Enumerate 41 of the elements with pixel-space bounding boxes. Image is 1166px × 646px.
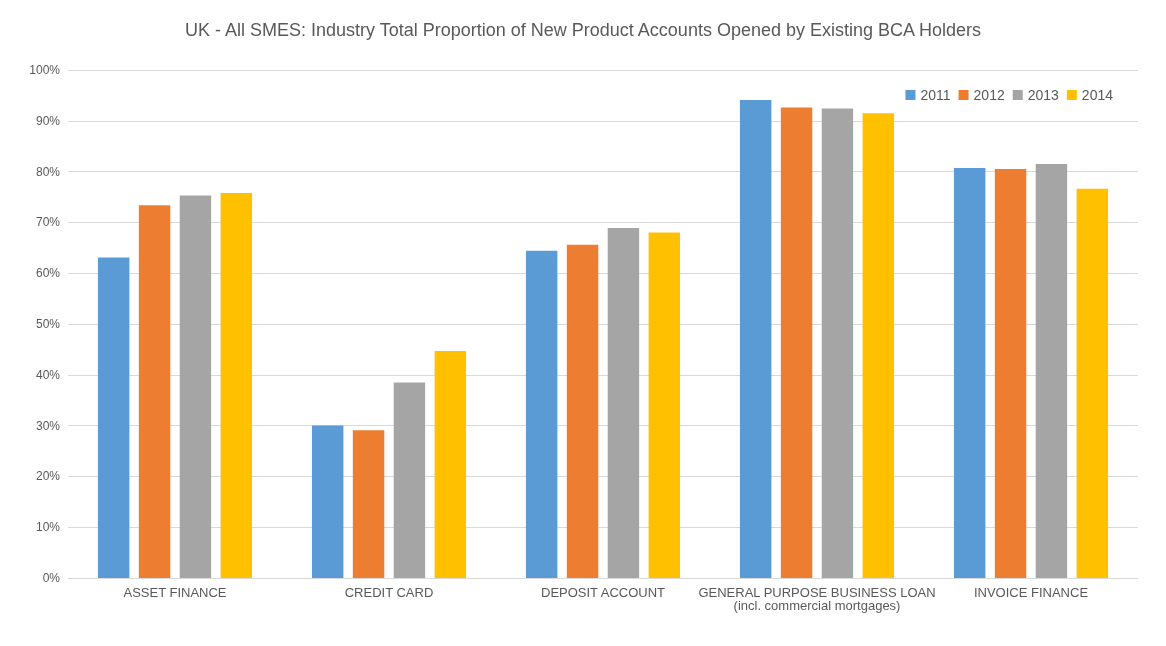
bar [138, 205, 171, 578]
bar [739, 99, 772, 578]
bar [953, 168, 986, 578]
bar [97, 257, 130, 578]
bar [821, 108, 854, 578]
y-tick-label: 40% [35, 367, 61, 382]
bar [566, 244, 599, 578]
y-tick-label: 90% [35, 113, 61, 128]
legend-label: 2012 [973, 87, 1005, 103]
x-tick-label: INVOICE FINANCE [973, 585, 1089, 600]
legend-label: 2011 [920, 87, 951, 103]
bar [434, 350, 467, 578]
y-tick-label: 80% [35, 164, 61, 179]
y-tick-label: 70% [35, 215, 61, 230]
bar [862, 113, 895, 578]
bar [780, 107, 813, 578]
y-tick-label: 0% [42, 571, 61, 585]
bar [1035, 163, 1068, 578]
bar [994, 169, 1027, 578]
legend-label: 2014 [1081, 87, 1114, 103]
chart-title: UK - All SMES: Industry Total Proportion of New Product Accounts Opened by Existing BCA Holders [184, 20, 982, 40]
x-tick-label: CREDIT CARD [344, 585, 434, 600]
y-tick-label: 60% [35, 266, 61, 281]
bar [179, 195, 212, 578]
legend-label: 2013 [1027, 87, 1060, 103]
y-tick-label: 30% [35, 418, 61, 433]
x-tick-label: ASSET FINANCE [123, 585, 227, 600]
bar [525, 250, 558, 578]
bar [311, 425, 344, 578]
y-tick-label: 20% [35, 469, 61, 484]
bar [607, 227, 640, 578]
bar [352, 430, 385, 578]
bar [393, 382, 426, 578]
y-tick-label: 10% [35, 520, 61, 535]
y-tick-label: 50% [35, 317, 61, 331]
y-tick-label: 100% [29, 63, 61, 77]
x-tick-label: DEPOSIT ACCOUNT [540, 585, 666, 600]
bar [1076, 188, 1109, 578]
bar [220, 192, 253, 578]
bar [648, 232, 681, 578]
x-tick-label: GENERAL PURPOSE BUSINESS LOAN (incl. commercial mortgages) [698, 585, 936, 613]
